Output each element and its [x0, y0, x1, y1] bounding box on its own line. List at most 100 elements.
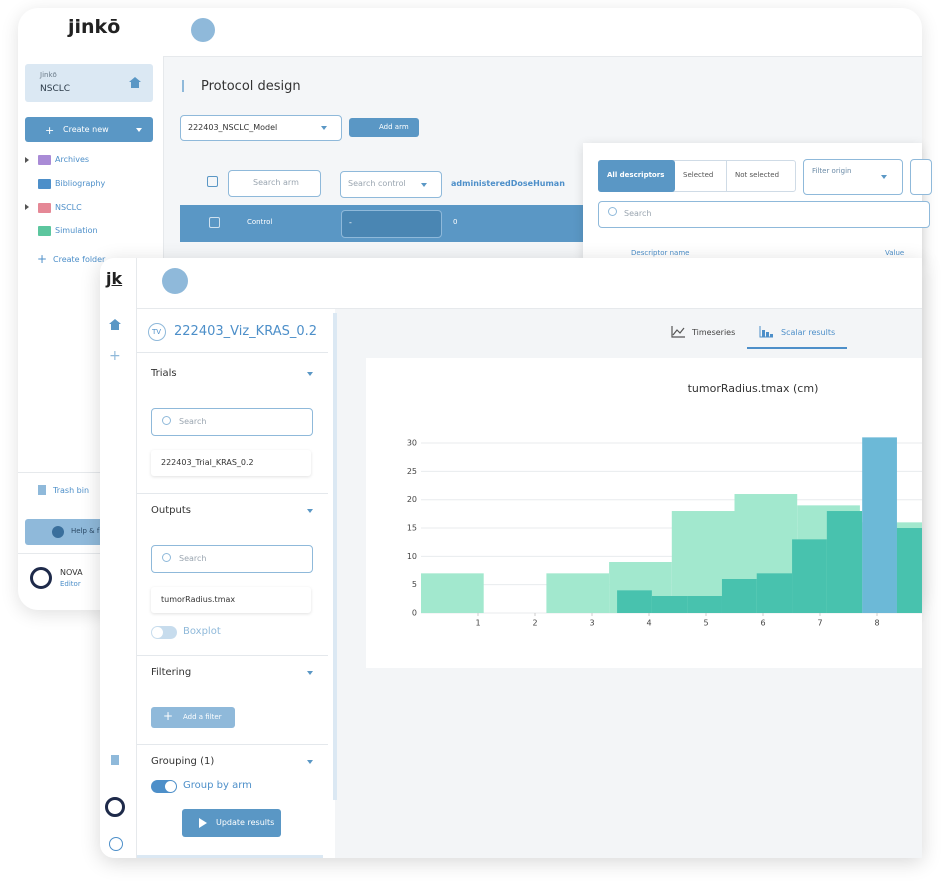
arm-name: Control — [247, 218, 273, 226]
histogram-bar — [862, 437, 897, 613]
filter-placeholder: Filter origin — [812, 167, 852, 175]
search-arm-input[interactable] — [228, 170, 321, 197]
toggle-label: Boxplot — [183, 626, 221, 637]
x-tick-label: 3 — [589, 619, 594, 628]
user-role: Editor — [60, 580, 81, 588]
front-window: jk + TV 222403_Viz_KRAS_0.2 Trials Searc… — [100, 258, 922, 858]
tab-active[interactable] — [598, 160, 675, 192]
avatar[interactable] — [105, 797, 125, 817]
section-arrow[interactable] — [307, 760, 313, 764]
toggle-label: Group by arm — [183, 780, 252, 791]
control-select[interactable] — [341, 210, 442, 238]
folder-name[interactable]: Archives — [55, 155, 90, 164]
x-tick-label: 1 — [475, 619, 480, 628]
section-title[interactable]: Trials — [151, 368, 177, 379]
y-tick-label: 25 — [407, 467, 417, 476]
descriptor-search[interactable] — [598, 201, 930, 228]
column-header[interactable]: Value — [885, 249, 905, 257]
search-icon — [162, 553, 171, 562]
section-arrow[interactable] — [307, 509, 313, 513]
create-new-button[interactable] — [25, 117, 153, 142]
output-name: tumorRadius.tmax — [161, 595, 236, 604]
tab-active[interactable]: Scalar results — [781, 328, 836, 337]
home-icon[interactable] — [128, 76, 142, 89]
section-arrow[interactable] — [307, 372, 313, 376]
folder-name[interactable]: Simulation — [55, 226, 98, 235]
divider — [726, 161, 727, 191]
add-arm-button[interactable] — [349, 118, 419, 137]
x-tick-label: 5 — [703, 619, 708, 628]
divider — [18, 472, 163, 473]
timeseries-icon — [671, 326, 685, 338]
trash-bin[interactable]: Trash bin — [53, 486, 90, 495]
select-arrow — [421, 183, 427, 187]
update-button[interactable] — [182, 809, 281, 837]
trash-icon — [38, 485, 46, 495]
histogram-bar — [756, 573, 793, 613]
page-title: Protocol design — [201, 79, 301, 94]
add-filter-button[interactable] — [151, 707, 235, 728]
trial-name: 222403_Trial_KRAS_0.2 — [161, 458, 254, 467]
select-arrow — [881, 175, 887, 179]
x-tick-label: 4 — [646, 619, 651, 628]
column-header[interactable]: Descriptor name — [631, 249, 690, 257]
expand-arrow[interactable] — [25, 204, 29, 210]
section-arrow[interactable] — [307, 671, 313, 675]
select-arrow — [321, 126, 327, 130]
output-item[interactable] — [151, 587, 311, 613]
y-tick-label: 20 — [407, 495, 417, 504]
checkbox[interactable] — [209, 217, 220, 228]
filter-select-2[interactable] — [910, 159, 932, 195]
add-icon[interactable]: + — [109, 348, 121, 364]
y-tick-label: 15 — [407, 524, 417, 533]
home-icon[interactable] — [108, 318, 122, 331]
folder-name[interactable]: Bibliography — [55, 179, 106, 188]
header-icon[interactable] — [162, 268, 188, 294]
folder-icon — [38, 226, 51, 236]
tab[interactable]: Timeseries — [692, 328, 736, 337]
scrollbar — [137, 855, 323, 858]
checkbox[interactable] — [207, 176, 218, 187]
trial-item[interactable] — [151, 450, 311, 476]
folder-name[interactable]: NSCLC — [55, 203, 82, 212]
histogram-bar — [687, 596, 722, 613]
header-icon[interactable] — [191, 18, 215, 42]
tab[interactable]: Selected — [683, 171, 714, 179]
search-placeholder: Search — [624, 209, 652, 218]
search-input[interactable] — [151, 408, 313, 436]
histogram-bar — [617, 590, 652, 613]
tab[interactable]: Not selected — [735, 171, 780, 179]
divider — [18, 553, 163, 554]
x-tick-label: 8 — [874, 619, 879, 628]
expand-arrow[interactable] — [25, 157, 29, 163]
logo: jinkō — [68, 16, 121, 38]
folder-icon — [38, 203, 51, 213]
y-tick-label: 10 — [407, 552, 417, 561]
breadcrumb-workspace: Jinkō — [40, 71, 57, 79]
create-folder[interactable]: Create folder — [53, 255, 106, 264]
section-title[interactable]: Outputs — [151, 505, 191, 516]
section-title[interactable]: Grouping (1) — [151, 756, 215, 767]
search-icon — [162, 416, 171, 425]
histogram-bar — [651, 596, 688, 613]
side-panel — [137, 309, 335, 858]
model-select[interactable] — [180, 115, 342, 141]
play-icon — [199, 818, 207, 828]
filter-select[interactable] — [803, 159, 903, 195]
y-tick-label: 0 — [412, 609, 417, 618]
help-label: Help & f — [71, 527, 100, 535]
tab-underline — [747, 347, 847, 349]
back-header — [163, 8, 922, 57]
trash-icon[interactable] — [111, 755, 119, 765]
badge — [148, 323, 166, 341]
expand-icon[interactable] — [109, 837, 123, 851]
tab: All descriptors — [607, 171, 665, 179]
section-title[interactable]: Filtering — [151, 667, 192, 678]
front-header — [137, 258, 922, 309]
avatar[interactable] — [30, 567, 52, 589]
search-control-placeholder: Search control — [348, 179, 406, 188]
x-tick-label: 7 — [817, 619, 822, 628]
create-folder-plus: + — [37, 252, 48, 266]
search-input[interactable] — [151, 545, 313, 573]
folder-icon — [38, 179, 51, 189]
